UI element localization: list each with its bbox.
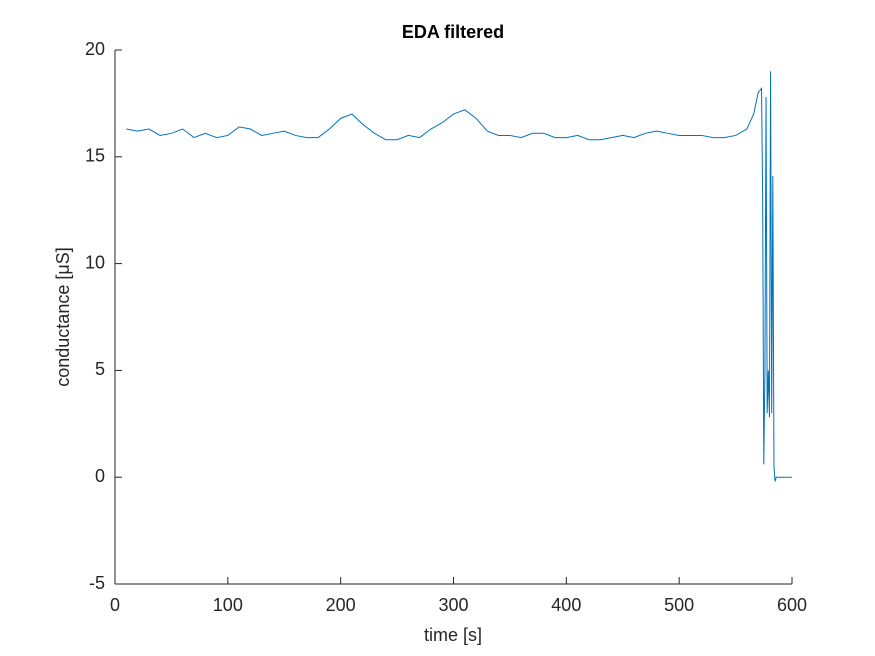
x-tick-label: 400 — [551, 595, 581, 615]
x-tick-label: 500 — [664, 595, 694, 615]
y-tick-label: 20 — [85, 39, 105, 59]
x-tick-label: 300 — [438, 595, 468, 615]
y-tick-label: 10 — [85, 252, 105, 272]
chart-title: EDA filtered — [402, 22, 504, 42]
y-tick-label: 15 — [85, 146, 105, 166]
y-tick-label: 5 — [95, 359, 105, 379]
data-line — [126, 71, 792, 482]
x-tick-label: 600 — [777, 595, 807, 615]
x-tick-label: 200 — [326, 595, 356, 615]
x-axis-label: time [s] — [424, 625, 482, 645]
y-tick-label: -5 — [89, 573, 105, 593]
y-axis-label: conductance [μS] — [53, 247, 73, 386]
y-tick-label: 0 — [95, 466, 105, 486]
x-tick-label: 0 — [110, 595, 120, 615]
x-tick-label: 100 — [213, 595, 243, 615]
